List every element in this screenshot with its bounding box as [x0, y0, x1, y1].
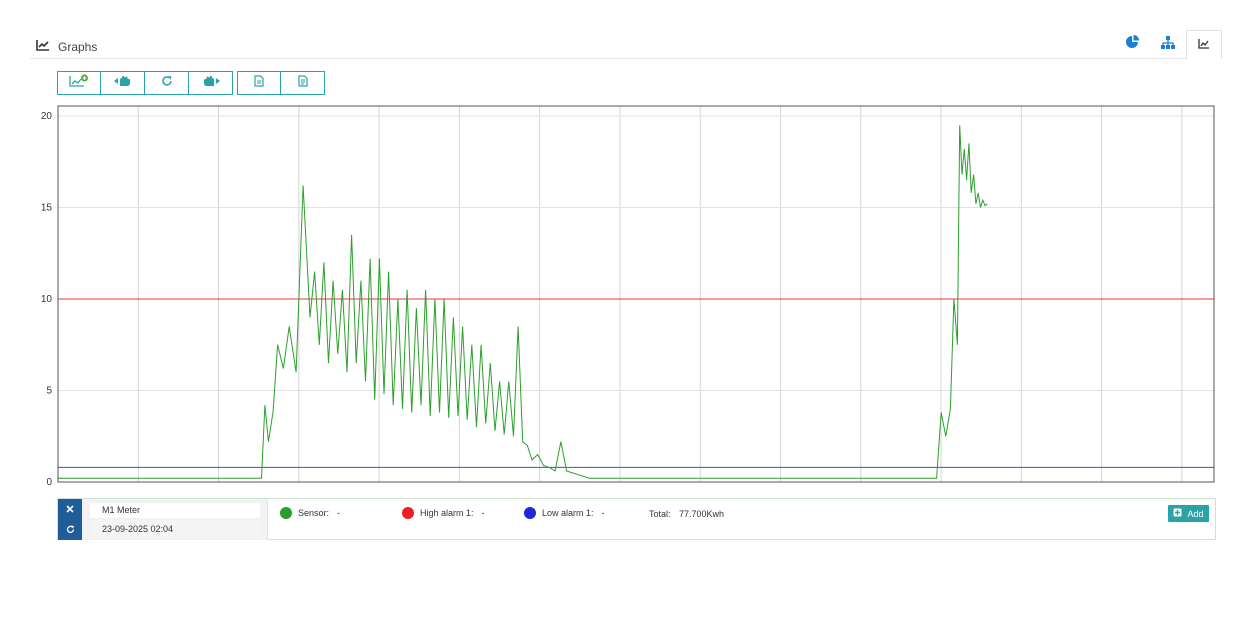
- legend-panel: M1 Meter 23-09-2025 02:04 Sensor: - High…: [57, 498, 1216, 540]
- legend-label: Sensor:: [298, 508, 330, 518]
- graphs-header: Graphs: [30, 30, 1222, 59]
- report-icon: [297, 74, 308, 92]
- add-button[interactable]: Add: [1168, 505, 1209, 522]
- plot-frame: [57, 105, 1215, 483]
- line-view-button[interactable]: [1186, 30, 1222, 59]
- total-readout: Total: 77.700Kwh: [649, 509, 724, 519]
- export-document-button[interactable]: [237, 71, 281, 95]
- meter-name: M1 Meter: [90, 503, 260, 518]
- total-label: Total:: [649, 509, 671, 519]
- pie-view-button[interactable]: [1114, 30, 1150, 59]
- close-icon[interactable]: [66, 500, 74, 518]
- toolbar-group-nav: [57, 71, 233, 95]
- y-tick-label: 10: [41, 294, 53, 305]
- legend-item-sensor: Sensor: -: [280, 507, 340, 519]
- page-title: Graphs: [58, 40, 98, 54]
- high-alarm-color-dot: [402, 507, 414, 519]
- add-graph-icon: [69, 74, 89, 93]
- low-alarm-color-dot: [524, 507, 536, 519]
- pan-right-button[interactable]: [189, 71, 233, 95]
- legend-value: -: [481, 508, 485, 518]
- pan-left-icon: [113, 74, 132, 92]
- line-chart-icon: [1198, 36, 1210, 54]
- line-chart-icon: [36, 38, 50, 56]
- toolbar-group-export: [237, 71, 325, 95]
- pan-left-button[interactable]: [101, 71, 145, 95]
- legend-label: Low alarm 1:: [542, 508, 594, 518]
- y-tick-label: 5: [46, 386, 52, 397]
- line-chart[interactable]: 0 5 10 15 20: [20, 98, 1220, 490]
- y-tick-label: 0: [46, 477, 52, 488]
- chart-svg[interactable]: 0 5 10 15 20: [20, 98, 1220, 490]
- y-tick-label: 20: [41, 111, 53, 122]
- refresh-icon[interactable]: [66, 521, 75, 539]
- export-report-button[interactable]: [281, 71, 325, 95]
- legend-label: High alarm 1:: [420, 508, 474, 518]
- pan-right-icon: [202, 74, 220, 92]
- refresh-icon: [161, 74, 173, 92]
- document-icon: [254, 74, 264, 92]
- view-switcher: [1114, 30, 1222, 59]
- meter-info: M1 Meter 23-09-2025 02:04: [90, 503, 260, 538]
- add-graph-button[interactable]: [57, 71, 101, 95]
- add-label: Add: [1187, 508, 1204, 519]
- legend-value: -: [601, 508, 605, 518]
- y-tick-label: 15: [41, 203, 53, 214]
- pie-chart-icon: [1125, 35, 1139, 54]
- title-wrap: Graphs: [36, 38, 97, 56]
- legend-value: -: [337, 508, 341, 518]
- sensor-color-dot: [280, 507, 292, 519]
- meter-date: 23-09-2025 02:04: [90, 520, 260, 538]
- legend-item-high-alarm: High alarm 1: -: [402, 507, 485, 519]
- total-value: 77.700Kwh: [679, 509, 725, 519]
- refresh-button[interactable]: [145, 71, 189, 95]
- sensor-series-line: [58, 125, 988, 479]
- legend-item-low-alarm: Low alarm 1: -: [524, 507, 605, 519]
- hierarchy-icon: [1161, 35, 1175, 54]
- hierarchy-view-button[interactable]: [1150, 30, 1186, 59]
- legend-side-bar: [58, 499, 82, 540]
- graph-toolbar: [57, 71, 325, 95]
- plus-icon: [1173, 508, 1182, 519]
